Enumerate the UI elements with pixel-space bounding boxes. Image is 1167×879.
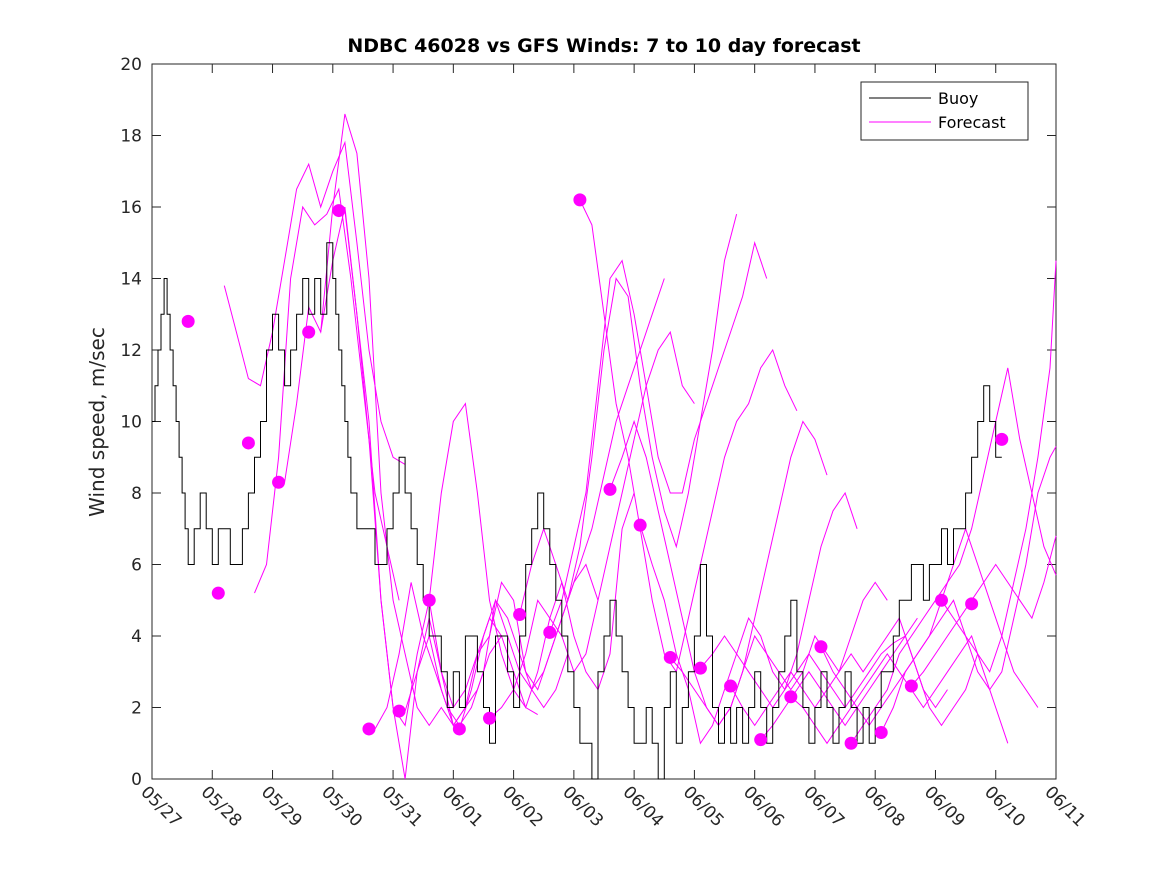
forecast-marker [995,432,1009,446]
forecast-marker [934,593,948,607]
y-tick-label: 16 [120,198,142,218]
legend-buoy-label: Buoy [938,89,978,108]
forecast-line [579,199,798,674]
forecast-marker [693,661,707,675]
forecast-line [284,113,454,727]
forecast-marker [211,586,225,600]
forecast-marker [965,597,979,611]
forecast-marker [543,625,557,639]
forecast-marker [513,608,527,622]
forecast-marker [633,518,647,532]
forecast-line [790,634,1009,745]
y-tick-label: 6 [131,556,142,576]
forecast-marker [332,204,346,218]
legend-forecast-label: Forecast [938,113,1006,132]
y-tick-label: 4 [131,627,142,647]
legend: Buoy Forecast [860,81,1029,141]
forecast-marker [302,325,316,339]
forecast-marker [362,722,376,736]
forecast-marker [754,733,768,747]
y-tick-label: 18 [120,127,142,147]
forecast-marker [573,193,587,207]
forecast-line [880,446,1057,733]
forecast-marker [181,314,195,328]
y-tick-label: 2 [131,699,142,719]
forecast-marker [392,704,406,718]
forecast-marker [724,679,738,693]
forecast-line [700,617,918,709]
forecast-line [549,240,768,633]
forecast-marker [422,593,436,607]
forecast-marker [482,711,496,725]
forecast-marker [784,690,798,704]
forecast-line [850,367,1057,744]
forecast-marker [844,736,858,750]
forecast-marker [663,650,677,664]
forecast-line [760,634,979,741]
y-tick-label: 8 [131,484,142,504]
y-tick-label: 10 [120,413,142,433]
forecast-marker [603,482,617,496]
forecast-marker [272,475,286,489]
forecast-line [941,260,1057,673]
forecast-marker [904,679,918,693]
forecast-marker [874,726,888,740]
forecast-line [489,330,695,719]
forecast-line [374,582,569,730]
series-group [152,113,1057,780]
buoy-line [152,242,1002,780]
forecast-line [639,491,858,745]
forecast-line [911,535,1057,687]
y-tick-label: 14 [120,270,142,290]
forecast-marker [814,640,828,654]
chart-title: NDBC 46028 vs GFS Winds: 7 to 10 day for… [347,35,860,57]
legend-box [860,81,1029,141]
y-tick-label: 12 [120,341,142,361]
forecast-line [254,187,400,601]
y-axis-label: Wind speed, m/sec [85,327,109,517]
y-tick-label: 0 [131,770,142,790]
forecast-marker [241,436,255,450]
y-tick-label: 20 [120,55,142,75]
forecast-marker [452,722,466,736]
